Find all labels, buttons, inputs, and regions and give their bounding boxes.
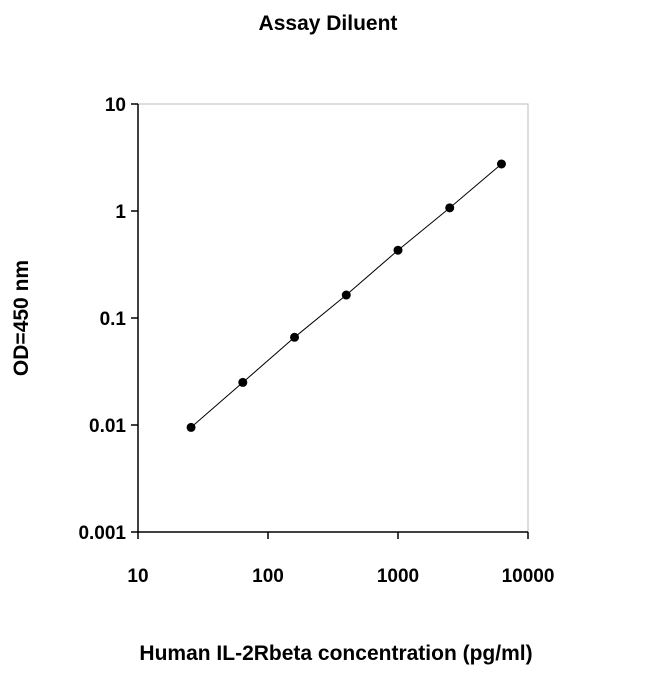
x-tick-label: 100 — [252, 566, 284, 587]
y-tick-label: 0.01 — [89, 416, 126, 437]
y-axis-label: OD=450 nm — [10, 260, 33, 376]
plot-frame — [137, 103, 529, 533]
data-point — [341, 290, 351, 300]
data-point — [393, 245, 403, 255]
y-tick-label: 1 — [115, 202, 126, 223]
data-point — [186, 422, 196, 432]
y-tick-label: 0.001 — [78, 523, 126, 544]
data-point — [290, 332, 300, 342]
data-point — [445, 203, 455, 213]
y-tick-label: 0.1 — [100, 309, 127, 330]
data-point — [238, 377, 248, 387]
x-axis-label: Human IL-2Rbeta concentration (pg/ml) — [139, 642, 532, 665]
chart-title: Assay Diluent — [259, 12, 398, 35]
y-tick-label: 10 — [105, 95, 126, 116]
x-tick-label: 1000 — [377, 566, 419, 587]
x-tick-label: 10 — [127, 566, 148, 587]
x-tick-label: 10000 — [502, 566, 555, 587]
data-point — [496, 159, 506, 169]
